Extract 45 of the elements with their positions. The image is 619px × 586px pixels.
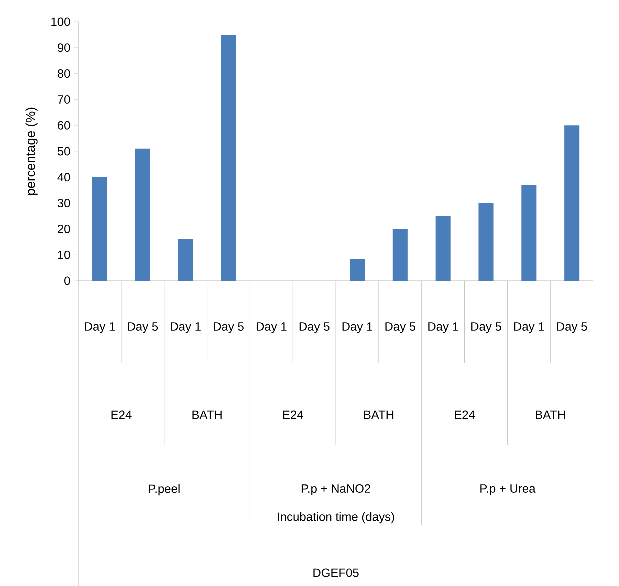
bar (436, 216, 451, 281)
y-tick-label: 80 (58, 70, 70, 78)
text: E24 (112, 410, 132, 420)
y-tick-label: 90 (58, 44, 70, 52)
text: DGEF05 (314, 568, 359, 578)
text: E24 (455, 410, 476, 420)
bar (350, 258, 366, 281)
x-tick-label: Day 1 (342, 322, 373, 334)
text: BATH (364, 410, 394, 420)
y-tick-label: 40 (58, 173, 70, 182)
x-tick-label: Day 5 (128, 322, 158, 334)
bar (478, 203, 494, 281)
y-tick-label: 60 (58, 121, 70, 130)
x-tick-label: Day 5 (472, 322, 502, 334)
text: Incubation time (days) (278, 512, 394, 524)
y-tick-label: 0 (64, 276, 70, 286)
y-tick-label: 30 (58, 199, 70, 208)
x-tick-label: Day 5 (557, 322, 588, 334)
bar (92, 177, 108, 281)
bar (522, 185, 537, 281)
x-tick-label: Day 5 (214, 322, 244, 334)
text: BATH (192, 410, 222, 420)
y-tick-label: 50 (58, 147, 70, 156)
bar (135, 148, 150, 281)
text: P.p + NaNO2 (302, 484, 370, 496)
text: BATH (536, 410, 566, 420)
bar (178, 240, 194, 281)
bar (564, 126, 580, 281)
text: P.p + Urea (480, 484, 536, 496)
bar (392, 229, 408, 281)
y-tick-label: 100 (52, 18, 70, 26)
x-tick-label: Day 1 (428, 322, 458, 334)
x-tick-label: Day 1 (514, 322, 544, 334)
y-axis-title: percentage (%) (26, 108, 38, 196)
x-tick-label: Day 1 (85, 322, 116, 334)
bar (221, 34, 236, 281)
y-tick-label: 20 (58, 224, 70, 234)
x-tick-label: Day 5 (300, 322, 330, 334)
y-tick-label: 70 (58, 95, 70, 104)
text: E24 (283, 410, 304, 420)
text: P.peel (149, 484, 180, 496)
x-tick-label: Day 1 (256, 322, 287, 334)
x-tick-label: Day 1 (171, 322, 201, 334)
y-tick-label: 10 (58, 250, 70, 260)
x-tick-label: Day 5 (386, 322, 416, 334)
